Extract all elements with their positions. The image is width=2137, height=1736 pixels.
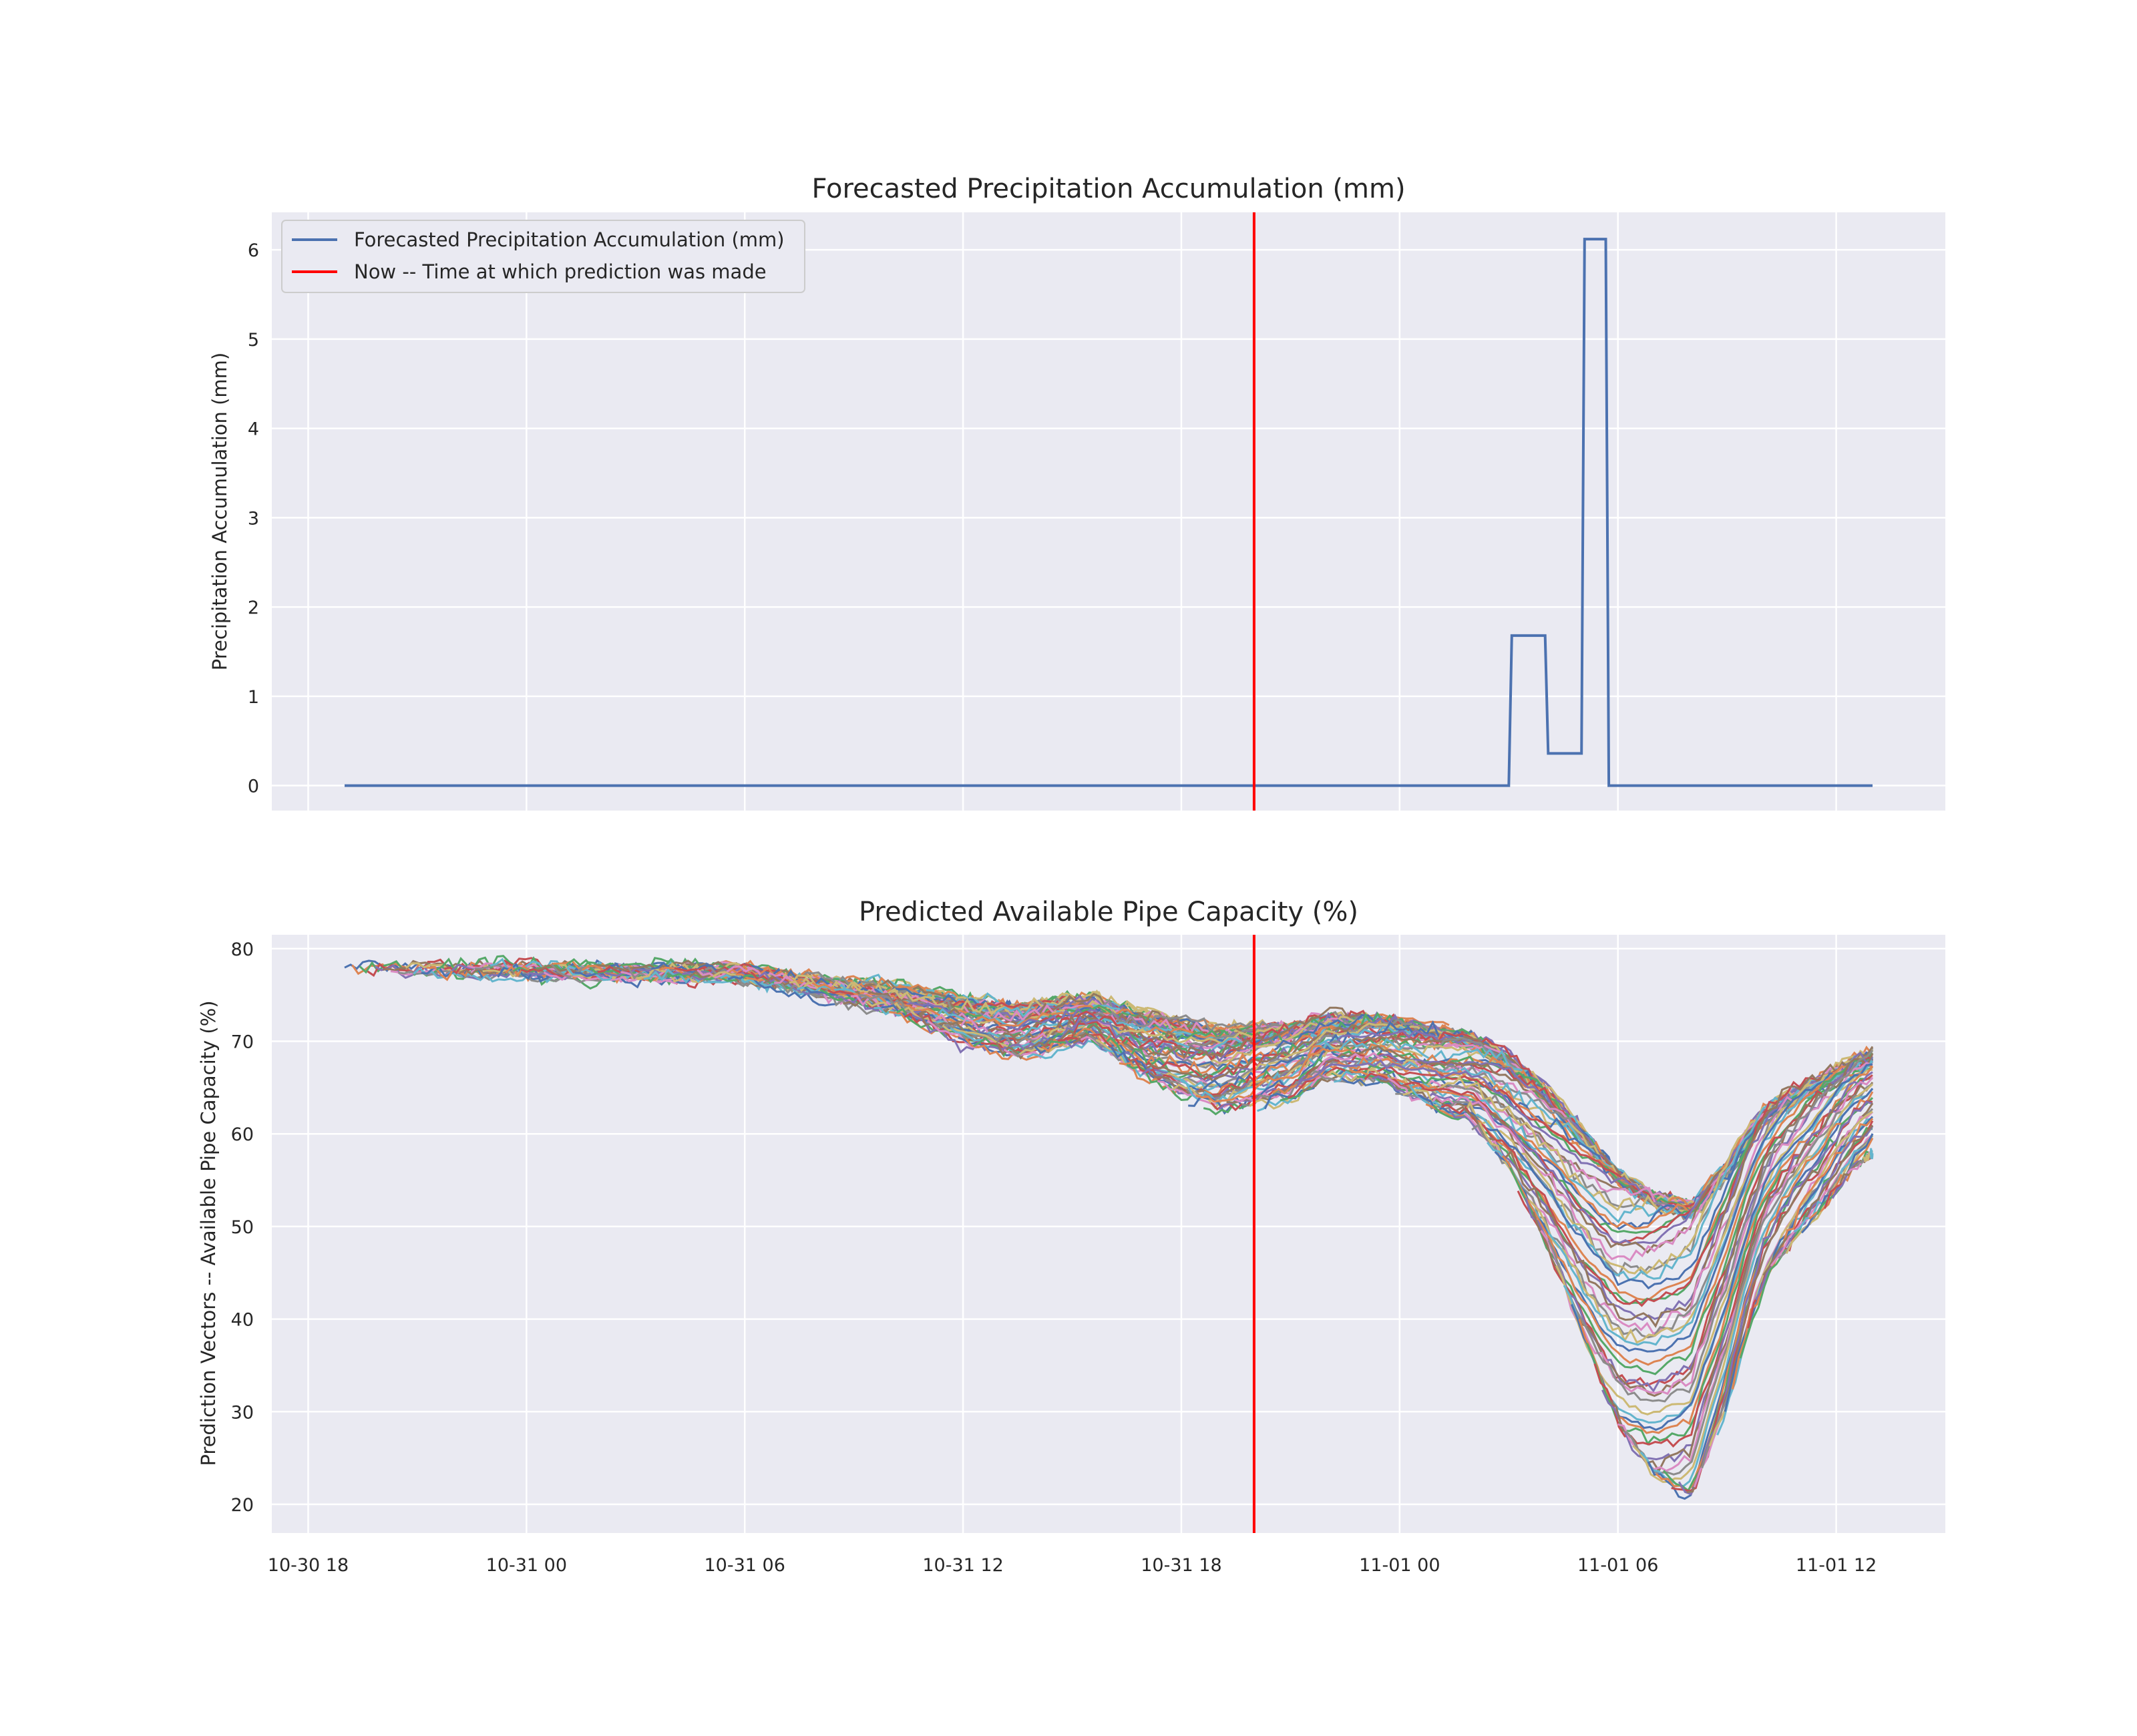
x-tick-label: 10-31 00: [486, 1555, 567, 1576]
pipe-capacity-y-ticks: 20 30 40 50 60 70 80: [231, 939, 254, 1516]
legend-label-now: Now -- Time at which prediction was made: [354, 260, 767, 283]
y-tick-label: 70: [231, 1032, 254, 1053]
prediction-vector-line: [1440, 1059, 1873, 1307]
precipitation-series: [345, 238, 1873, 787]
pipe-capacity-y-axis-label: Prediction Vectors -- Available Pipe Cap…: [197, 1000, 220, 1466]
precipitation-gridlines: [272, 212, 1945, 811]
x-tick-label: 10-31 06: [705, 1555, 785, 1576]
prediction-vector-line: [1593, 1074, 1873, 1448]
prediction-vector-line: [1501, 1054, 1873, 1366]
x-tick-label: 11-01 12: [1796, 1555, 1877, 1576]
precipitation-chart: 0 1 2 3 4 5 6 Forecasted Precipitation Accumul…: [208, 174, 1945, 811]
y-tick-label: 50: [231, 1217, 254, 1238]
x-tick-label: 10-30 18: [268, 1555, 349, 1576]
x-tick-label: 10-31 18: [1141, 1555, 1221, 1576]
y-tick-label: 3: [248, 508, 259, 529]
prediction-vector-line: [1509, 1052, 1874, 1375]
y-tick-label: 80: [231, 939, 254, 960]
prediction-vector-line: [1555, 1068, 1873, 1416]
y-tick-label: 5: [248, 330, 259, 351]
prediction-vector-line: [1609, 1082, 1874, 1474]
prediction-vector-line: [1456, 1046, 1874, 1328]
legend-box: [281, 220, 805, 293]
precipitation-plot-area: [272, 212, 1945, 811]
prediction-vector-line: [1540, 1062, 1873, 1395]
prediction-vector-line: [1547, 1050, 1874, 1403]
precipitation-y-axis-label: Precipitation Accumulation (mm): [208, 353, 231, 670]
precipitation-line: [345, 238, 1873, 787]
prediction-vector-line: [1410, 1055, 1873, 1282]
pipe-capacity-chart-title: Predicted Available Pipe Capacity (%): [859, 897, 1358, 927]
prediction-vector-line: [1762, 1124, 1874, 1276]
prediction-vectors: [344, 955, 1874, 1500]
y-tick-label: 40: [231, 1310, 254, 1331]
prediction-vector-line: [1869, 1148, 1874, 1160]
prediction-vector-line: [1678, 1100, 1873, 1496]
pipe-capacity-x-ticks: 10-30 18 10-31 00 10-31 06 10-31 12 10-31 18…: [268, 1555, 1877, 1576]
y-tick-label: 20: [231, 1495, 254, 1516]
x-tick-label: 11-01 06: [1577, 1555, 1658, 1576]
precipitation-y-ticks: 0 1 2 3 4 5 6: [248, 240, 259, 797]
y-tick-label: 1: [248, 687, 259, 708]
prediction-vector-line: [1180, 1038, 1818, 1205]
y-tick-label: 30: [231, 1402, 254, 1423]
y-tick-label: 2: [248, 598, 259, 618]
prediction-vector-line: [1532, 1053, 1874, 1397]
legend-label-forecast: Forecasted Precipitation Accumulation (m…: [354, 228, 785, 251]
legend: Forecasted Precipitation Accumulation (m…: [281, 220, 805, 293]
prediction-vector-line: [1494, 1057, 1873, 1353]
y-tick-label: 6: [248, 240, 259, 261]
y-tick-label: 60: [231, 1124, 254, 1145]
y-tick-label: 4: [248, 419, 259, 440]
y-tick-label: 0: [248, 777, 259, 797]
prediction-vector-line: [1479, 1049, 1874, 1344]
precipitation-chart-title: Forecasted Precipitation Accumulation (m…: [811, 174, 1405, 204]
x-tick-label: 10-31 12: [922, 1555, 1003, 1576]
x-tick-label: 11-01 00: [1359, 1555, 1440, 1576]
